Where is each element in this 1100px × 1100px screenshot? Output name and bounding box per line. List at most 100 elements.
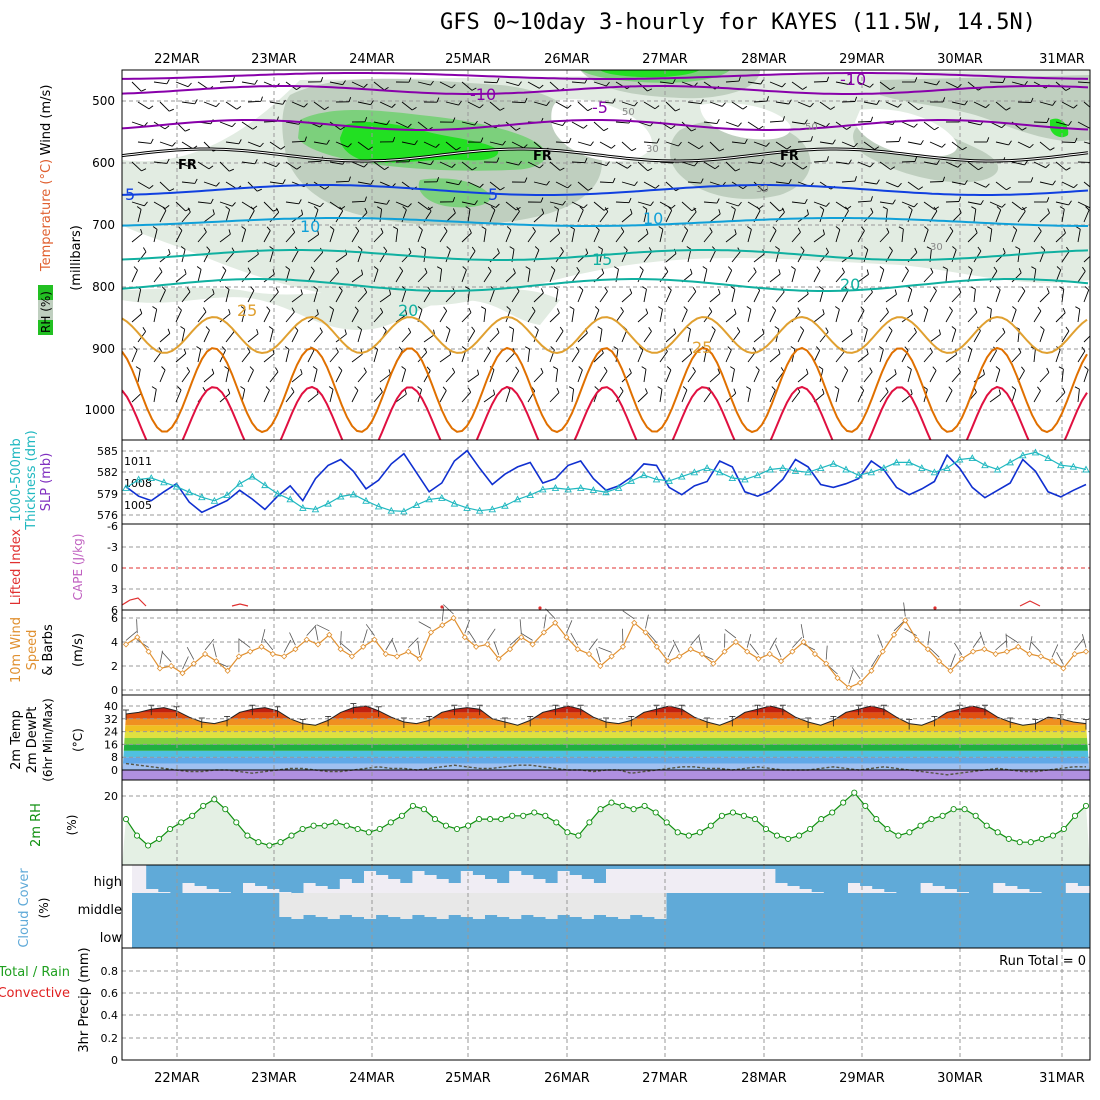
thickness-point bbox=[286, 495, 294, 503]
wind-barb bbox=[687, 101, 701, 105]
cloud-mid-low-bar bbox=[727, 893, 740, 948]
wind-barb bbox=[813, 81, 828, 83]
wind-barb bbox=[637, 312, 649, 323]
wind-speed-point bbox=[676, 653, 683, 660]
cloud-mid-low-bar bbox=[908, 893, 922, 948]
cloud-high-empty bbox=[932, 886, 946, 893]
wind-barb-feather bbox=[1091, 328, 1093, 333]
wind-barb-feather bbox=[816, 266, 821, 271]
wind-speed-point bbox=[1003, 648, 1011, 655]
contour-value-label: 15 bbox=[592, 250, 612, 269]
wind-barb-feather bbox=[758, 125, 764, 130]
wind-barb bbox=[819, 141, 833, 145]
surface-wind-barb bbox=[903, 602, 906, 617]
cloud-high-bar bbox=[1077, 865, 1091, 886]
wind-barb-feather bbox=[481, 226, 487, 230]
wind-speed-point bbox=[427, 629, 435, 636]
wind-barb bbox=[439, 354, 451, 363]
wind-barb-feather bbox=[628, 368, 632, 374]
wind-barb-feather bbox=[866, 349, 869, 355]
cloud-high-bar bbox=[702, 865, 716, 869]
wind-barb bbox=[1055, 232, 1066, 243]
wind-barb bbox=[423, 249, 427, 263]
cloud-high-bar bbox=[630, 865, 643, 869]
wind-barb-feather bbox=[886, 227, 890, 233]
wind-barb-feather bbox=[1092, 249, 1094, 254]
wind-barb bbox=[599, 211, 609, 223]
cloud-high-empty bbox=[763, 869, 776, 893]
wind-barb-feather bbox=[614, 266, 619, 270]
cloud-mid-low-bar bbox=[932, 893, 946, 948]
thickness-point bbox=[147, 474, 156, 481]
wind-barb bbox=[599, 329, 603, 343]
wind-barb bbox=[351, 200, 366, 203]
wind-barb-feather bbox=[1038, 226, 1042, 232]
wind-barb bbox=[571, 350, 580, 363]
wind-barb bbox=[621, 141, 633, 152]
wind-barb bbox=[747, 81, 761, 85]
wind-barb-feather bbox=[539, 84, 544, 89]
wind-barb-feather bbox=[364, 207, 368, 213]
wind-speed-point bbox=[687, 646, 694, 653]
wind-barb-feather bbox=[368, 146, 373, 150]
wind-barb-feather bbox=[834, 386, 840, 390]
cloud-mid-low-bar bbox=[315, 917, 329, 948]
wind-speed-point bbox=[936, 658, 943, 665]
contour-value-label: -5 bbox=[592, 98, 608, 117]
wind-barb-feather bbox=[936, 80, 940, 86]
thickness-point bbox=[842, 465, 850, 473]
cloud-mid-low-bar bbox=[1077, 893, 1091, 948]
wind-barb bbox=[329, 201, 342, 210]
wind-barb bbox=[907, 181, 919, 190]
cloud-high-empty bbox=[1029, 892, 1043, 893]
wind-barb-feather bbox=[254, 79, 258, 85]
cloud-high-bar bbox=[763, 865, 776, 869]
wind-barb-feather bbox=[1031, 266, 1037, 270]
wind-barb-feather bbox=[914, 156, 918, 162]
wind-barb-feather bbox=[361, 269, 364, 275]
wind-barb bbox=[527, 349, 531, 363]
wind-barb bbox=[505, 121, 517, 131]
wind-barb-feather bbox=[480, 137, 484, 143]
wind-barb bbox=[885, 330, 893, 343]
contour-value-label: 50 bbox=[622, 107, 635, 118]
wind-barb-feather bbox=[658, 226, 664, 230]
surface-wind-barb bbox=[519, 619, 522, 634]
wind-barb-feather bbox=[556, 387, 560, 393]
wind-barb-feather bbox=[392, 226, 398, 230]
wind-barb bbox=[555, 141, 570, 144]
cloud-mid-low-bar bbox=[751, 893, 764, 948]
wind-barb-feather bbox=[923, 306, 929, 310]
wind-speed-point bbox=[698, 650, 706, 658]
wind-speed-point bbox=[168, 662, 175, 670]
temperature-band bbox=[122, 700, 1090, 706]
wind-barb bbox=[1061, 250, 1070, 263]
wind-barb-feather bbox=[846, 126, 852, 130]
cloud-mid-low-bar bbox=[279, 917, 292, 948]
wind-barb bbox=[373, 349, 379, 363]
wind-barb bbox=[835, 81, 849, 85]
wind-barb-feather bbox=[451, 163, 456, 168]
wind-barb bbox=[263, 230, 271, 243]
wind-barb-feather bbox=[149, 185, 154, 189]
wind-barb bbox=[197, 311, 207, 323]
wind-barb-feather bbox=[1082, 266, 1086, 272]
wind-speed-point bbox=[631, 619, 638, 626]
wind-barb-feather bbox=[584, 157, 588, 163]
cloud-high-bar bbox=[787, 865, 801, 886]
cloud-mid-empty bbox=[448, 893, 462, 915]
wind-barb-feather bbox=[166, 158, 170, 164]
thickness-point bbox=[513, 495, 522, 503]
cloud-high-bar bbox=[1005, 865, 1018, 886]
thickness-title: Thickness (dm) bbox=[24, 430, 39, 530]
cloud-mid-low-bar bbox=[714, 893, 728, 948]
wind-barb bbox=[1061, 141, 1076, 143]
wind-barb-feather bbox=[908, 206, 913, 211]
wind-barb bbox=[555, 330, 564, 343]
thickness-point bbox=[715, 468, 724, 476]
cloud-mid-low-bar bbox=[896, 893, 909, 948]
wind-barb-feather bbox=[499, 187, 505, 191]
wind-barb bbox=[1011, 389, 1017, 403]
rh-point bbox=[299, 825, 306, 833]
surface-wind-barb bbox=[724, 629, 737, 639]
